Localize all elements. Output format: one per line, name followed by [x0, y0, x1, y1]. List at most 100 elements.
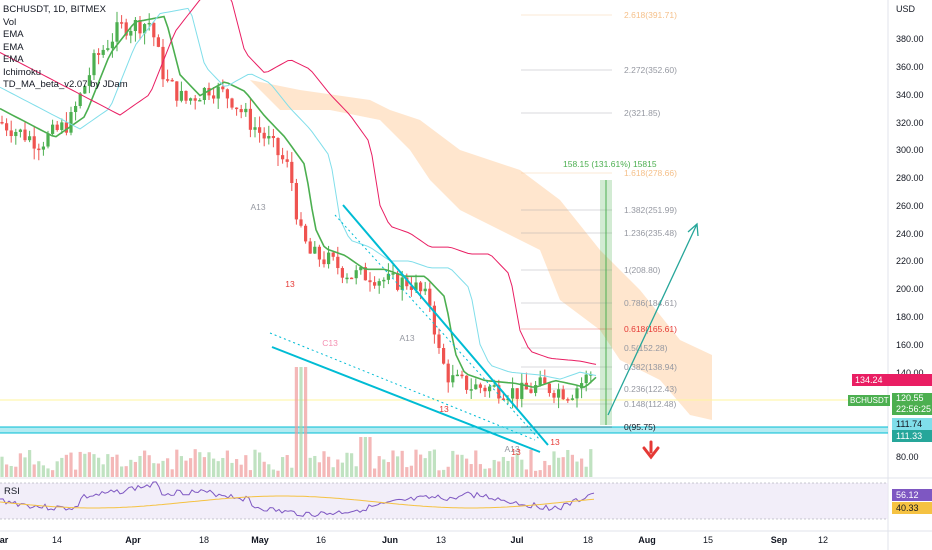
legend-indicator-ichimoku[interactable]: Ichimoku — [3, 66, 42, 78]
candle-body — [258, 127, 262, 133]
price-tick-2: 340.00 — [896, 90, 924, 100]
volume-bar — [520, 459, 524, 477]
candle-body — [552, 393, 556, 398]
candle-body — [115, 22, 119, 42]
candle-body — [543, 377, 547, 384]
candle-body — [428, 288, 432, 306]
candle-body — [340, 268, 344, 278]
volume-bar — [248, 470, 252, 477]
candle-body — [175, 81, 179, 101]
time-tick-4: May — [251, 535, 269, 545]
volume-bar — [497, 461, 501, 477]
candle-body — [248, 108, 252, 130]
candle-body — [64, 122, 68, 133]
legend-indicator-ema-2[interactable]: EMA — [3, 41, 24, 53]
candle-body — [580, 383, 584, 389]
volume-bar — [391, 450, 395, 477]
candle-body — [304, 225, 308, 242]
candle-body — [478, 384, 482, 388]
candle-body — [345, 277, 349, 280]
time-tick-1: 14 — [52, 535, 62, 545]
candle-body — [0, 122, 4, 124]
legend-indicator-ema-1[interactable]: EMA — [3, 29, 24, 40]
candle-body — [74, 105, 78, 113]
candle-body — [28, 136, 32, 141]
candle-body — [575, 388, 579, 399]
time-tick-11: 15 — [703, 535, 713, 545]
rsi-value-tag: 56.12 — [892, 489, 932, 501]
candle-body — [363, 267, 367, 281]
volume-bar — [308, 457, 312, 477]
candle-body — [235, 107, 239, 110]
price-tick-7: 240.00 — [896, 229, 924, 239]
price-tick-10: 180.00 — [896, 312, 924, 322]
volume-bar — [515, 453, 519, 477]
volume-bar — [69, 452, 73, 477]
candle-body — [557, 389, 561, 398]
level-tag-1: 111.74 — [892, 418, 932, 430]
candle-body — [469, 389, 473, 391]
candle-body — [409, 286, 413, 290]
candle-body — [432, 305, 436, 335]
candle-body — [400, 277, 404, 290]
volume-bar — [258, 452, 262, 477]
measure-label: 158.15 (131.61%) 15815 — [563, 159, 657, 169]
volume-bar — [230, 462, 234, 477]
projection-arrow-line — [607, 223, 698, 416]
time-tick-2: Apr — [125, 535, 141, 545]
volume-bar — [336, 459, 340, 477]
td-marker-5: A13 — [504, 444, 519, 454]
volume-bar — [488, 468, 492, 477]
volume-bar — [400, 450, 404, 477]
price-tick-3: 320.00 — [896, 118, 924, 128]
volume-bar — [129, 459, 133, 477]
candle-body — [129, 31, 133, 36]
candle-body — [101, 49, 105, 55]
volume-bar — [202, 457, 206, 477]
candle-body — [285, 159, 289, 162]
ema-price-tag: 134.24 — [852, 374, 932, 386]
legend-indicator-vol[interactable]: Vol — [3, 16, 17, 28]
volume-bar — [294, 367, 298, 477]
candle-body — [354, 270, 358, 279]
candle-body — [152, 22, 156, 38]
volume-bar — [262, 461, 266, 477]
volume-bar — [138, 455, 142, 477]
candle-body — [244, 108, 248, 113]
currency-label: USD — [896, 4, 916, 14]
volume-bar — [0, 456, 4, 477]
candle-body — [405, 277, 409, 287]
rsi-label[interactable]: RSI — [4, 486, 20, 497]
volume-bar — [501, 456, 505, 477]
legend-indicator-td-ma[interactable]: TD_MA_beta_v2.07 by JDam — [3, 79, 128, 90]
volume-bar — [455, 454, 459, 477]
volume-bar — [437, 470, 441, 477]
volume-bar — [322, 451, 326, 477]
candle-body — [41, 146, 45, 150]
volume-bar — [561, 457, 565, 477]
candle-body — [193, 98, 197, 101]
volume-bar — [55, 461, 59, 477]
fib-label-11: 0.236(122.43) — [624, 384, 677, 394]
ema-slow-line — [0, 0, 597, 365]
volume-bar — [386, 462, 390, 477]
legend-indicator-ema-3[interactable]: EMA — [3, 54, 24, 65]
candle-body — [290, 161, 294, 183]
candle-body — [368, 280, 372, 283]
candle-body — [492, 385, 496, 387]
legend-symbol[interactable]: BCHUSDT, 1D, BITMEX — [3, 4, 106, 15]
volume-bar — [101, 464, 105, 477]
volume-bar — [37, 461, 41, 477]
candle-body — [382, 279, 386, 282]
price-tick-4: 300.00 — [896, 145, 924, 155]
volume-bar — [465, 458, 469, 477]
time-tick-6: Jun — [382, 535, 398, 545]
volume-bar — [285, 455, 289, 477]
volume-bar — [474, 450, 478, 477]
td-marker-7: 13 — [550, 437, 560, 447]
candle-body — [488, 386, 492, 392]
candle-body — [451, 375, 455, 383]
candle-body — [83, 85, 87, 94]
